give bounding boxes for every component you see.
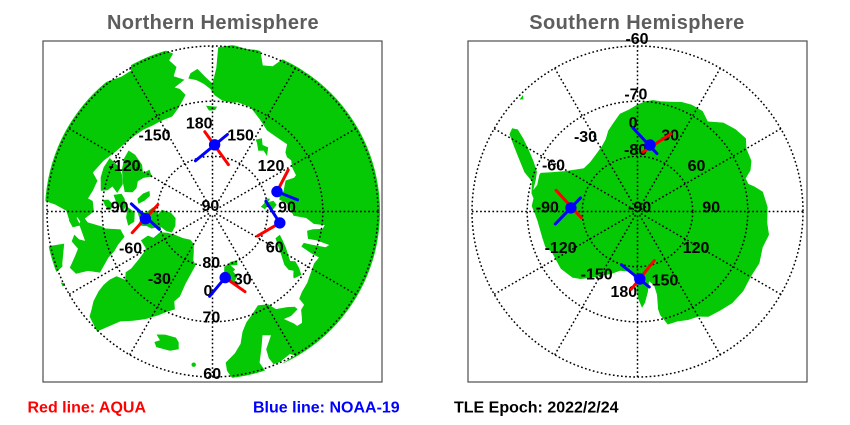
svg-text:-90: -90 (536, 199, 559, 216)
svg-text:-150: -150 (581, 266, 613, 283)
svg-text:-60: -60 (542, 157, 565, 174)
svg-text:Northern Hemisphere: Northern Hemisphere (107, 12, 319, 34)
svg-text:0: 0 (629, 115, 638, 132)
svg-text:-150: -150 (138, 128, 170, 145)
svg-text:-60: -60 (119, 241, 142, 258)
svg-text:-120: -120 (545, 240, 577, 257)
svg-text:150: 150 (227, 127, 254, 144)
svg-text:-60: -60 (625, 31, 648, 48)
svg-text:-80: -80 (624, 142, 647, 159)
svg-text:-120: -120 (108, 158, 140, 175)
svg-text:Red line: AQUA: Red line: AQUA (28, 400, 147, 417)
svg-text:80: 80 (202, 255, 220, 272)
svg-text:90: 90 (702, 199, 720, 216)
svg-text:180: 180 (186, 116, 213, 133)
svg-text:120: 120 (683, 240, 710, 257)
svg-text:Southern Hemisphere: Southern Hemisphere (529, 12, 744, 34)
svg-text:120: 120 (258, 158, 285, 175)
svg-text:60: 60 (203, 366, 221, 383)
svg-text:60: 60 (266, 240, 284, 257)
svg-text:-90: -90 (105, 199, 128, 216)
svg-text:90: 90 (278, 199, 296, 216)
svg-text:Blue line: NOAA-19: Blue line: NOAA-19 (253, 400, 400, 417)
svg-text:TLE Epoch: 2022/2/24: TLE Epoch: 2022/2/24 (454, 400, 619, 417)
svg-text:60: 60 (688, 158, 706, 175)
svg-text:-30: -30 (574, 129, 597, 146)
svg-text:90: 90 (202, 198, 220, 215)
svg-text:150: 150 (652, 272, 679, 289)
svg-text:0: 0 (204, 283, 213, 300)
svg-text:30: 30 (234, 272, 252, 289)
svg-text:-90: -90 (628, 199, 651, 216)
svg-text:70: 70 (203, 309, 221, 326)
svg-text:-30: -30 (148, 271, 171, 288)
svg-text:-70: -70 (624, 87, 647, 104)
